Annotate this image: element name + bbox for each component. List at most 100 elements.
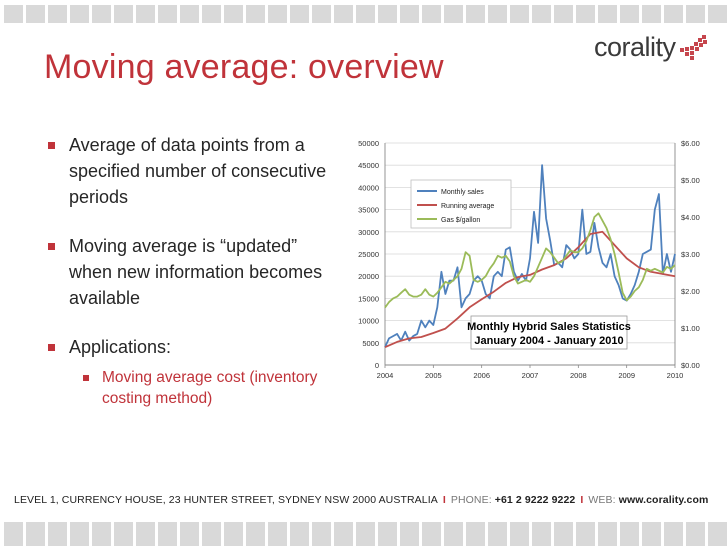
stripe-block: [598, 5, 617, 23]
bullet-text: Average of data points from a specified …: [69, 135, 327, 207]
stripe-block: [290, 5, 309, 23]
top-decorative-stripe: [0, 5, 728, 23]
stripe-block: [444, 5, 463, 23]
y-right-tick-label: $3.00: [681, 250, 700, 259]
stripe-block: [70, 5, 89, 23]
stripe-block: [620, 5, 639, 23]
stripe-block: [224, 5, 243, 23]
stripe-block: [158, 522, 177, 546]
bullet-item: Average of data points from a specified …: [48, 132, 343, 210]
stripe-block: [686, 522, 705, 546]
y-left-tick-label: 10000: [358, 317, 379, 326]
stripe-block: [268, 522, 287, 546]
stripe-block: [466, 5, 485, 23]
stripe-block: [708, 522, 727, 546]
sub-bullet-text: Moving average cost (inventory costing m…: [102, 369, 318, 407]
bullet-square-icon: [48, 142, 55, 149]
bullet-item: Moving average is “updated” when new inf…: [48, 233, 343, 311]
footer-phone: +61 2 9222 9222: [494, 494, 576, 506]
stripe-block: [576, 522, 595, 546]
stripe-block: [488, 5, 507, 23]
legend-label: Monthly sales: [441, 189, 484, 196]
y-right-tick-label: $5.00: [681, 176, 700, 185]
x-tick-label: 2005: [425, 371, 442, 380]
sub-bullet-item: Moving average cost (inventory costing m…: [83, 367, 343, 409]
stripe-block: [246, 522, 265, 546]
stripe-block: [334, 5, 353, 23]
footer-phone-label: PHONE:: [450, 494, 492, 506]
x-tick-label: 2009: [618, 371, 635, 380]
stripe-block: [202, 5, 221, 23]
stripe-block: [510, 5, 529, 23]
x-tick-label: 2007: [522, 371, 539, 380]
stripe-block: [708, 5, 727, 23]
stripe-block: [400, 5, 419, 23]
chart-subtitle: January 2004 - January 2010: [474, 335, 623, 347]
stripe-block: [510, 522, 529, 546]
hybrid-sales-chart: 0 5000 10000 15000 20000 25000 30000 35000 40000…: [343, 130, 713, 385]
chart-tick-labels: 0 5000 10000 15000 20000 25000 30000 35000 40000…: [358, 139, 700, 380]
stripe-block: [576, 5, 595, 23]
x-tick-label: 2004: [377, 371, 394, 380]
checkmark-logo-icon: [679, 34, 707, 60]
stripe-block: [532, 5, 551, 23]
stripe-block: [664, 5, 683, 23]
sub-bullet-square-icon: [83, 375, 89, 381]
footer-web-link[interactable]: www.corality.com: [618, 494, 709, 506]
y-left-tick-label: 15000: [358, 294, 379, 303]
stripe-block: [598, 522, 617, 546]
bullet-square-icon: [48, 344, 55, 351]
y-left-tick-label: 20000: [358, 272, 379, 281]
y-right-tick-label: $1.00: [681, 324, 700, 333]
bullet-text: Moving average is “updated” when new inf…: [69, 236, 323, 308]
corality-logo: corality: [594, 32, 712, 63]
stripe-block: [642, 5, 661, 23]
stripe-block: [136, 5, 155, 23]
bullet-list: Average of data points from a specified …: [48, 132, 343, 409]
stripe-block: [642, 522, 661, 546]
stripe-block: [312, 5, 331, 23]
stripe-block: [686, 5, 705, 23]
stripe-block: [26, 522, 45, 546]
bullet-item: Applications:: [48, 334, 343, 360]
stripe-block: [290, 522, 309, 546]
logo-text: corality: [594, 32, 676, 62]
stripe-block: [224, 522, 243, 546]
stripe-block: [268, 5, 287, 23]
stripe-block: [422, 5, 441, 23]
footer-address: LEVEL 1, CURRENCY HOUSE, 23 HUNTER STREE…: [14, 494, 438, 506]
chart-title-box: Monthly Hybrid Sales Statistics January …: [467, 315, 631, 350]
y-right-tick-label: $2.00: [681, 287, 700, 296]
y-right-tick-label: $0.00: [681, 361, 700, 370]
legend-label: Gas $/gallon: [441, 217, 480, 224]
x-tick-label: 2008: [570, 371, 587, 380]
stripe-block: [334, 522, 353, 546]
chart-legend: Monthly sales Running average Gas $/gallon: [410, 179, 512, 229]
stripe-block: [400, 522, 419, 546]
stripe-block: [4, 522, 23, 546]
footer: LEVEL 1, CURRENCY HOUSE, 23 HUNTER STREE…: [14, 494, 708, 506]
stripe-block: [356, 5, 375, 23]
stripe-block: [114, 5, 133, 23]
bullet-square-icon: [48, 243, 55, 250]
y-left-tick-label: 5000: [362, 339, 379, 348]
series-line-running-average: [384, 230, 676, 349]
stripe-block: [70, 522, 89, 546]
series-line-gas-gallon: [384, 212, 676, 309]
stripe-block: [48, 5, 67, 23]
stripe-block: [136, 522, 155, 546]
stripe-block: [378, 522, 397, 546]
stripe-block: [422, 522, 441, 546]
footer-web-label: WEB:: [588, 494, 616, 506]
chart-title: Monthly Hybrid Sales Statistics: [467, 321, 631, 333]
bottom-decorative-stripe: [0, 522, 728, 546]
stripe-block: [466, 522, 485, 546]
footer-separator: I: [442, 494, 446, 506]
stripe-block: [620, 522, 639, 546]
y-left-tick-label: 0: [375, 361, 379, 370]
x-tick-label: 2010: [667, 371, 684, 380]
y-right-tick-label: $4.00: [681, 213, 700, 222]
stripe-block: [158, 5, 177, 23]
stripe-block: [114, 522, 133, 546]
stripe-block: [92, 522, 111, 546]
